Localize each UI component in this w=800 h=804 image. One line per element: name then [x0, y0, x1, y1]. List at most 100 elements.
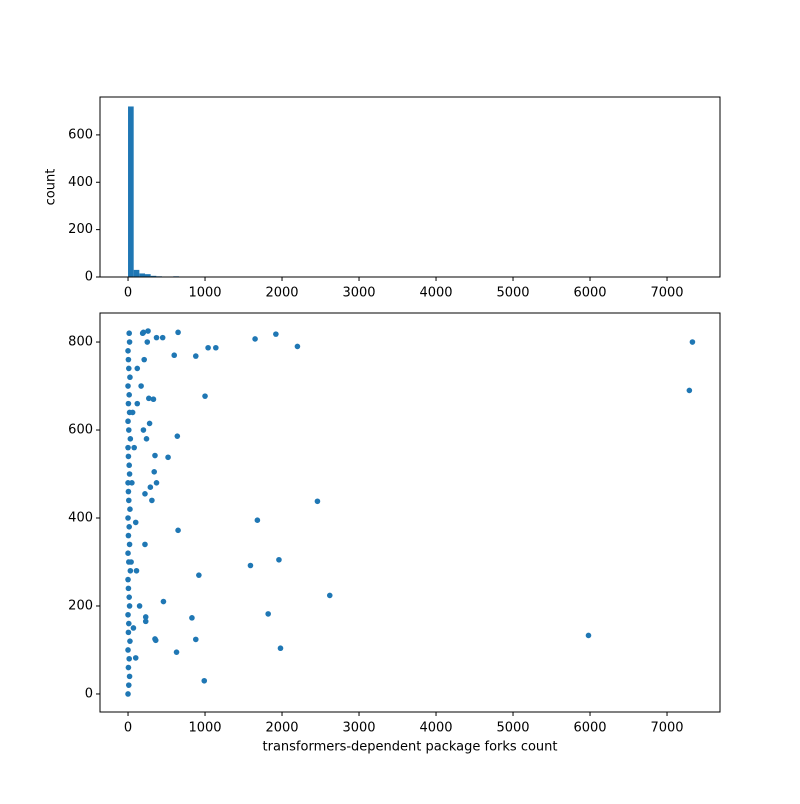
point [147, 421, 153, 427]
y-tick-label: 0 [85, 686, 93, 701]
point [125, 445, 131, 451]
point [143, 614, 149, 620]
point [141, 357, 147, 363]
x-tick-label: 1000 [188, 286, 221, 301]
point [126, 524, 132, 530]
point [128, 568, 134, 574]
axes-frame [100, 313, 720, 712]
point [315, 498, 321, 504]
point [126, 586, 132, 592]
y-tick-label: 600 [68, 423, 93, 438]
point [278, 645, 284, 651]
point [126, 656, 132, 662]
point [126, 621, 132, 627]
point [125, 348, 131, 354]
point [175, 433, 181, 439]
point [252, 336, 258, 342]
point [127, 542, 133, 548]
y-tick-label: 0 [85, 270, 93, 285]
point [131, 625, 137, 631]
x-tick-label: 4000 [419, 286, 452, 301]
x-tick-label: 7000 [650, 286, 683, 301]
point [154, 480, 160, 486]
point [125, 480, 131, 486]
x-tick-label: 5000 [496, 286, 529, 301]
point [193, 353, 199, 359]
x-tick-label: 1000 [188, 721, 221, 736]
point [125, 612, 131, 618]
point [144, 436, 150, 442]
y-tick-label: 400 [68, 510, 93, 525]
point [248, 563, 254, 569]
point [126, 401, 132, 407]
point [276, 557, 282, 563]
point [131, 445, 137, 451]
point [265, 611, 271, 617]
point [273, 331, 279, 337]
point [126, 357, 132, 363]
point [127, 674, 133, 680]
x-tick-label: 0 [124, 721, 132, 736]
point [127, 374, 133, 380]
point [149, 498, 155, 504]
axes-frame [100, 97, 720, 277]
point [146, 396, 152, 402]
point [687, 388, 693, 394]
point [151, 396, 157, 402]
point [193, 637, 199, 643]
point [134, 366, 140, 372]
x-tick-label: 3000 [342, 286, 375, 301]
point [586, 633, 592, 639]
point [327, 593, 333, 599]
point [134, 568, 140, 574]
point [175, 330, 181, 336]
point [128, 436, 134, 442]
point [213, 345, 219, 351]
x-tick-label: 2000 [265, 721, 298, 736]
point [189, 615, 195, 621]
point [205, 345, 211, 351]
point [125, 383, 131, 389]
point [127, 471, 133, 477]
x-tick-label: 6000 [573, 721, 606, 736]
point [126, 533, 132, 539]
point [127, 603, 133, 609]
point [137, 603, 143, 609]
point [126, 498, 132, 504]
point [127, 410, 133, 416]
point [140, 330, 146, 336]
y-tick-label: 200 [68, 598, 93, 613]
point [126, 665, 132, 671]
point [126, 682, 132, 688]
point [125, 550, 131, 556]
point [127, 638, 133, 644]
point [126, 330, 132, 336]
point [142, 542, 148, 548]
bar [128, 106, 134, 277]
point [126, 392, 132, 398]
point [152, 453, 158, 459]
point [125, 515, 131, 521]
point [175, 528, 181, 534]
point [125, 577, 131, 583]
x-tick-label: 4000 [419, 721, 452, 736]
point [126, 594, 132, 600]
x-tick-label: 0 [124, 286, 132, 301]
point [148, 484, 154, 490]
point [127, 339, 133, 345]
x-axis-label: transformers-dependent package forks cou… [263, 740, 558, 755]
point [126, 489, 132, 495]
point [202, 393, 208, 399]
point [141, 427, 147, 433]
point [171, 352, 177, 358]
point [126, 630, 132, 636]
point [144, 339, 150, 345]
y-axis-label: count [44, 169, 59, 206]
y-tick-label: 400 [68, 175, 93, 190]
y-tick-label: 200 [68, 222, 93, 237]
point [151, 469, 157, 475]
point [142, 491, 148, 497]
bar [134, 270, 140, 277]
